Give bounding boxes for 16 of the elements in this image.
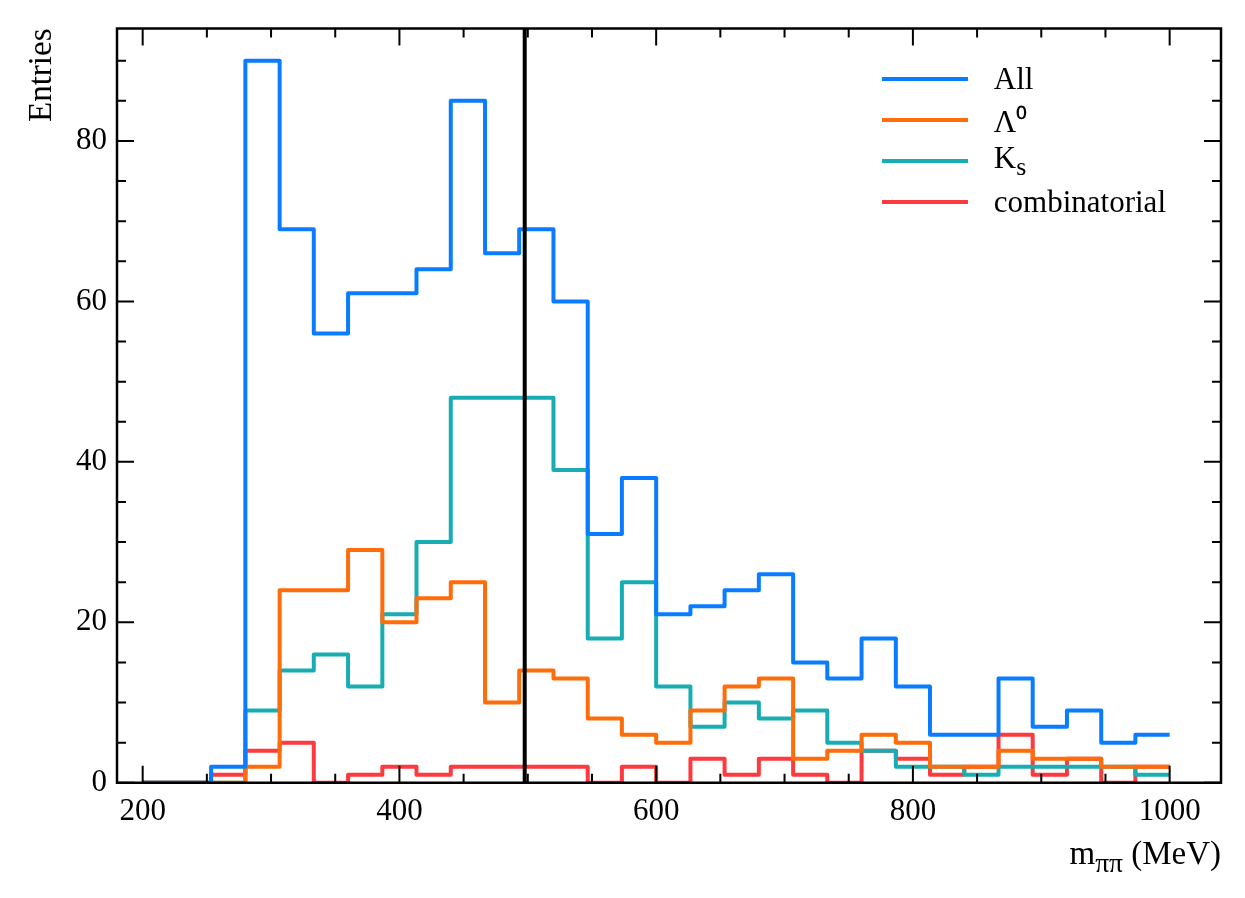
legend-label: All <box>993 61 1034 98</box>
legend-label: K$_{s}$ <box>993 140 1027 183</box>
y-tick-label: 60 <box>76 281 107 317</box>
x-tick-label: 600 <box>632 791 680 827</box>
x-tick-label: 800 <box>889 791 937 827</box>
x-tick-label: 200 <box>119 791 166 827</box>
y-tick-label: 0 <box>91 762 107 798</box>
y-tick-label: 40 <box>76 442 107 477</box>
x-tick-label: 400 <box>376 791 423 827</box>
y-axis-title: Entries <box>22 28 59 123</box>
legend-label: combinatorial <box>993 184 1166 221</box>
y-tick-label: 20 <box>76 602 107 638</box>
x-tick-label: 1000 <box>1138 791 1201 827</box>
y-tick-label: 80 <box>76 121 107 157</box>
x-axis-title: m$_{ππ}$ (MeV) <box>1069 834 1221 879</box>
legend-label: Λ⁰ <box>993 103 1028 142</box>
